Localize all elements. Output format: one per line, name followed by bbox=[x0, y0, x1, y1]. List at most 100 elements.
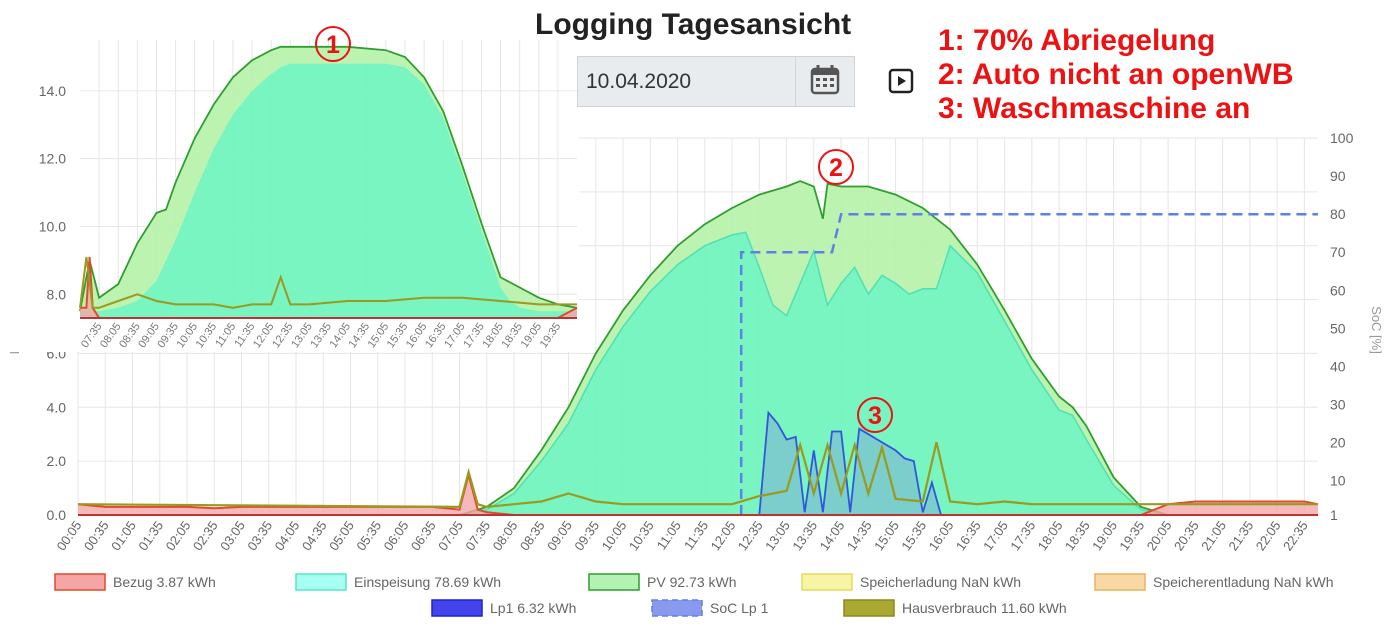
calendar-button[interactable] bbox=[795, 57, 854, 106]
y-tick-label: 4.0 bbox=[47, 399, 67, 415]
x-tick-label: 11:35 bbox=[681, 518, 711, 552]
legend-label: Bezug 3.87 kWh bbox=[113, 574, 216, 590]
x-tick-label: 09:35 bbox=[571, 518, 602, 553]
x-tick-label: 10:05 bbox=[599, 518, 630, 553]
legend-swatch bbox=[295, 573, 347, 591]
y2-tick-label: 10 bbox=[1330, 473, 1346, 489]
x-tick-label: 02:05 bbox=[163, 518, 194, 553]
y2-axis-title: SoC [%] bbox=[1369, 306, 1384, 354]
note-2: 2: Auto nicht an openWB bbox=[938, 58, 1294, 91]
x-tick-label: 06:05 bbox=[381, 518, 412, 553]
x-tick-label: 16:05 bbox=[926, 518, 957, 553]
x-tick-label: 13:05 bbox=[762, 518, 793, 553]
x-tick-label: 12:35 bbox=[735, 518, 766, 553]
legend-label: Speicherladung NaN kWh bbox=[860, 574, 1021, 590]
x-tick-label: 07:05 bbox=[435, 518, 466, 553]
x-tick-label: 14:35 bbox=[844, 518, 875, 553]
legend-label: Lp1 6.32 kWh bbox=[490, 600, 576, 616]
x-tick-label: 14:05 bbox=[817, 518, 848, 553]
legend-swatch bbox=[431, 599, 483, 617]
marker-label-2: 2 bbox=[829, 154, 843, 182]
x-tick-label: 03:05 bbox=[217, 518, 248, 553]
marker-label-3: 3 bbox=[868, 402, 882, 430]
x-tick-label: 01:35 bbox=[135, 518, 166, 553]
legend-swatch bbox=[651, 599, 703, 617]
soc-line bbox=[739, 212, 1318, 515]
inset-y-tick-label: 12.0 bbox=[39, 151, 66, 167]
x-tick-label: 16:35 bbox=[953, 518, 984, 553]
x-tick-label: 12:05 bbox=[708, 518, 739, 553]
x-tick-label: 10:35 bbox=[626, 518, 657, 553]
x-tick-label: 01:05 bbox=[108, 518, 139, 553]
y-tick-label: 0.0 bbox=[47, 507, 67, 523]
x-tick-label: 09:05 bbox=[544, 518, 575, 553]
x-tick-label: 15:35 bbox=[898, 518, 929, 553]
legend-swatch bbox=[801, 573, 853, 591]
x-tick-label: 20:05 bbox=[1144, 518, 1175, 553]
x-tick-label: 05:05 bbox=[326, 518, 357, 553]
x-tick-label: 06:35 bbox=[408, 518, 439, 553]
inset-series bbox=[79, 45, 578, 319]
legend-label: Speicherentladung NaN kWh bbox=[1153, 574, 1334, 590]
pv-line bbox=[459, 180, 1169, 516]
x-tick-label: 08:35 bbox=[517, 518, 548, 553]
x-tick-label: 22:05 bbox=[1253, 518, 1284, 553]
inset-pv-line bbox=[79, 45, 578, 312]
y2-tick-label: 100 bbox=[1330, 130, 1354, 146]
x-tick-label: 18:05 bbox=[1035, 518, 1066, 553]
note-1: 1: 70% Abriegelung bbox=[938, 24, 1216, 57]
note-3: 3: Waschmaschine an bbox=[938, 92, 1251, 125]
legend-swatch bbox=[843, 599, 895, 617]
legend-swatch bbox=[1094, 573, 1146, 591]
legend-label: Einspeisung 78.69 kWh bbox=[354, 574, 501, 590]
einspeisung-line bbox=[459, 231, 1169, 516]
lp1-line bbox=[732, 410, 960, 516]
date-input[interactable]: 10.04.2020 bbox=[577, 56, 855, 107]
x-tick-label: 04:05 bbox=[272, 518, 303, 553]
y2-tick-label: 80 bbox=[1330, 206, 1346, 222]
x-tick-label: 08:05 bbox=[490, 518, 521, 553]
y2-tick-label: 90 bbox=[1330, 168, 1346, 184]
einspeisung-area bbox=[459, 232, 1169, 516]
y2-tick-label: 70 bbox=[1330, 244, 1346, 260]
x-tick-label: 04:35 bbox=[299, 518, 330, 553]
play-icon[interactable] bbox=[888, 68, 916, 96]
y2-tick-label: 50 bbox=[1330, 320, 1346, 336]
legend-label: PV 92.73 kWh bbox=[647, 574, 737, 590]
x-tick-label: 00:35 bbox=[81, 518, 112, 553]
x-tick-label: 20:35 bbox=[1171, 518, 1202, 553]
marker-circle-1 bbox=[315, 26, 351, 62]
x-tick-label: 05:35 bbox=[353, 518, 384, 553]
x-tick-label: 18:35 bbox=[1062, 518, 1093, 553]
legend-swatch bbox=[588, 573, 640, 591]
marker-circle-2 bbox=[818, 149, 854, 185]
y2-tick-label: 60 bbox=[1330, 282, 1346, 298]
y2-tick-label: 1 bbox=[1330, 507, 1338, 523]
y2-tick-label: 40 bbox=[1330, 358, 1346, 374]
x-tick-label: 17:35 bbox=[1007, 518, 1038, 553]
y2-tick-label: 30 bbox=[1330, 397, 1346, 413]
x-tick-label: 11:05 bbox=[654, 518, 684, 552]
inset-hausverbrauch-line bbox=[79, 256, 577, 309]
date-value[interactable]: 10.04.2020 bbox=[586, 70, 692, 93]
calendar-icon[interactable] bbox=[796, 57, 854, 106]
x-tick-label: 19:05 bbox=[1089, 518, 1120, 553]
x-tick-label: 15:05 bbox=[871, 518, 902, 553]
inset-y-tick-label: 14.0 bbox=[39, 83, 66, 99]
play-button[interactable] bbox=[888, 68, 916, 101]
x-tick-label: 19:35 bbox=[1116, 518, 1147, 553]
x-tick-label: 00:05 bbox=[54, 518, 85, 553]
marker-circle-3 bbox=[857, 397, 893, 433]
hausverbrauch-line bbox=[77, 440, 1318, 509]
x-tick-label: 22:35 bbox=[1280, 518, 1311, 553]
annotation-notes: 1: 70% Abriegelung 2: Auto nicht an open… bbox=[938, 24, 1294, 126]
x-tick-label: 21:05 bbox=[1198, 518, 1229, 553]
page-title: Logging Tagesansicht bbox=[535, 8, 852, 41]
x-tick-label: 13:35 bbox=[789, 518, 820, 553]
lp1-area bbox=[732, 412, 960, 515]
marker-label-1: 1 bbox=[326, 31, 340, 59]
main-series bbox=[77, 180, 1319, 516]
legend-label: Hausverbrauch 11.60 kWh bbox=[902, 600, 1067, 616]
x-tick-label: 21:35 bbox=[1225, 518, 1256, 553]
